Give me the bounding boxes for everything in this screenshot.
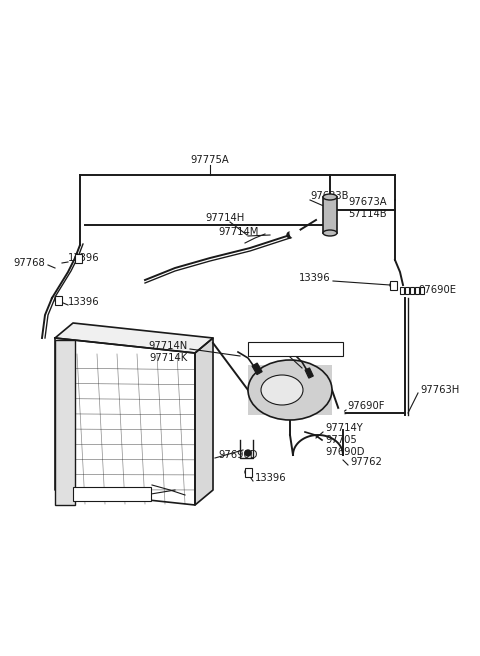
Bar (55, 295, 61, 304)
Polygon shape (55, 323, 213, 353)
Polygon shape (195, 338, 213, 505)
Bar (400, 287, 404, 293)
Text: 57114B: 57114B (348, 209, 386, 219)
Circle shape (245, 450, 251, 456)
Bar (410, 287, 414, 293)
Text: 97690E: 97690E (418, 285, 456, 295)
Text: 97690D: 97690D (218, 450, 257, 460)
Ellipse shape (261, 375, 303, 405)
Text: 97714N: 97714N (149, 341, 188, 351)
Ellipse shape (323, 230, 337, 236)
Circle shape (55, 297, 61, 303)
Bar (244, 468, 252, 476)
Text: 97690F: 97690F (347, 401, 384, 411)
Text: 13396: 13396 (68, 297, 100, 307)
Text: 97775A: 97775A (191, 155, 229, 165)
Bar (405, 287, 409, 293)
Bar (55, 340, 75, 505)
Text: 97763H: 97763H (420, 385, 459, 395)
Text: 97714M: 97714M (218, 227, 258, 237)
Circle shape (290, 228, 300, 238)
Circle shape (287, 232, 293, 238)
Bar (252, 363, 262, 375)
Text: 97633B: 97633B (310, 191, 348, 201)
Text: 97714H: 97714H (205, 213, 244, 223)
Text: 97762: 97762 (350, 457, 382, 467)
Circle shape (390, 282, 396, 288)
Bar (248, 365, 332, 415)
Text: 13396: 13396 (68, 253, 100, 263)
Bar (323, 197, 337, 233)
Text: 97714K: 97714K (150, 353, 188, 363)
Bar (389, 281, 396, 289)
Text: 97768: 97768 (13, 258, 45, 268)
Text: REF.25-253: REF.25-253 (84, 489, 140, 499)
Bar (420, 287, 424, 293)
Circle shape (75, 255, 81, 261)
Ellipse shape (248, 360, 332, 420)
Bar (415, 287, 419, 293)
Circle shape (336, 409, 344, 417)
Text: 97714Y: 97714Y (325, 423, 363, 433)
Polygon shape (55, 338, 195, 505)
Circle shape (245, 469, 251, 475)
Text: REF.97-976-2: REF.97-976-2 (263, 344, 328, 354)
Text: 97673A: 97673A (348, 197, 386, 207)
Text: 97690D: 97690D (325, 447, 364, 457)
Text: 97705: 97705 (325, 435, 357, 445)
Bar (74, 253, 82, 262)
Bar (248, 342, 343, 356)
Text: 13396: 13396 (255, 473, 287, 483)
Text: 13396: 13396 (299, 273, 330, 283)
Ellipse shape (323, 194, 337, 200)
Bar (73, 487, 151, 501)
Bar (305, 368, 313, 378)
